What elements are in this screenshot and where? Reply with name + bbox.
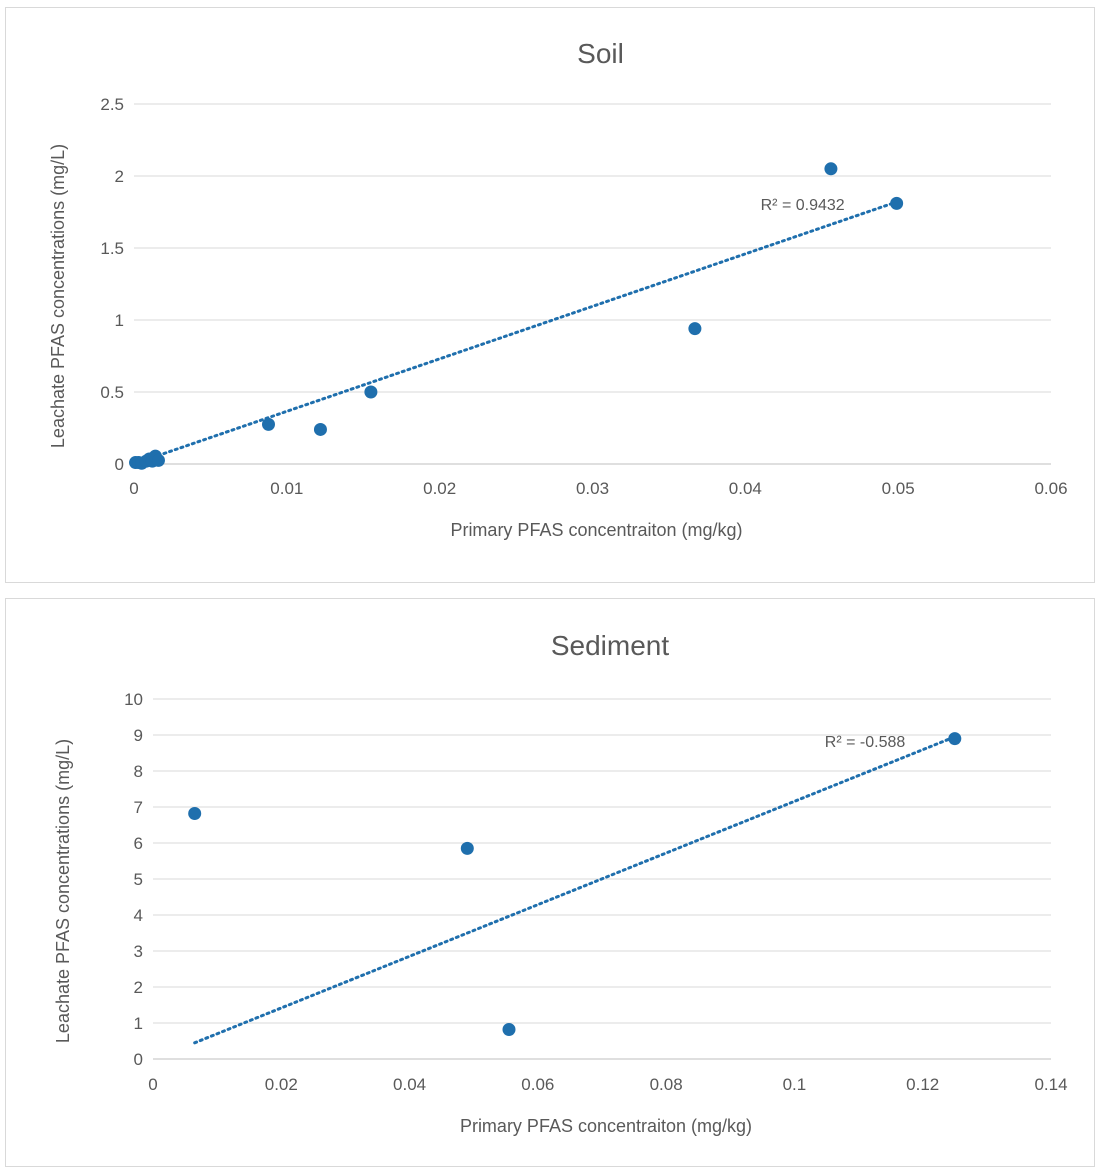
soil-data-point — [688, 322, 702, 336]
y-tick-label: 10 — [124, 690, 143, 709]
x-tick-label: 0.04 — [393, 1075, 426, 1094]
y-tick-label: 7 — [134, 798, 143, 817]
y-tick-label: 0 — [115, 455, 124, 474]
y-tick-label: 2 — [134, 978, 143, 997]
y-axis-title: Leachate PFAS concentrations (mg/L) — [53, 739, 73, 1043]
x-tick-label: 0.12 — [906, 1075, 939, 1094]
soil-data-point — [313, 422, 327, 436]
x-tick-label: 0.03 — [576, 479, 609, 498]
y-tick-label: 0 — [134, 1050, 143, 1069]
y-tick-label: 5 — [134, 870, 143, 889]
x-tick-label: 0.02 — [265, 1075, 298, 1094]
x-tick-label: 0.02 — [423, 479, 456, 498]
sediment-chart-panel: Sediment 0 1 2 3 4 5 6 7 8 9 10 0 0.02 0.04 0.06 0.08 0.1… — [5, 598, 1095, 1167]
soil-trendline — [134, 200, 899, 465]
y-tick-label: 1 — [134, 1014, 143, 1033]
sediment-data-point — [948, 732, 962, 746]
y-tick-label: 0.5 — [100, 383, 124, 402]
y-tick-label: 6 — [134, 834, 143, 853]
x-tick-label: 0.05 — [882, 479, 915, 498]
soil-data-point — [151, 453, 165, 467]
x-axis-title: Primary PFAS concentraiton (mg/kg) — [460, 1116, 752, 1136]
x-tick-label: 0.1 — [783, 1075, 807, 1094]
soil-chart-title: Soil — [577, 38, 624, 69]
sediment-r-squared-label: R² = -0.588 — [825, 734, 906, 751]
sediment-chart-title: Sediment — [551, 630, 670, 661]
sediment-data-point — [502, 1022, 516, 1036]
sediment-trendline — [193, 735, 957, 1045]
y-tick-label: 2 — [115, 167, 124, 186]
sediment-scatter-chart: Sediment 0 1 2 3 4 5 6 7 8 9 10 0 0.02 0.04 0.06 0.08 0.1… — [53, 630, 1068, 1136]
y-tick-label: 9 — [134, 726, 143, 745]
x-tick-label: 0.06 — [521, 1075, 554, 1094]
x-tick-label: 0.06 — [1034, 479, 1067, 498]
x-tick-label: 0.08 — [650, 1075, 683, 1094]
x-tick-label: 0.14 — [1034, 1075, 1067, 1094]
y-tick-label: 3 — [134, 942, 143, 961]
sediment-data-point — [460, 841, 474, 855]
y-tick-label: 2.5 — [100, 95, 124, 114]
x-tick-label: 0 — [129, 479, 138, 498]
y-tick-label: 4 — [134, 906, 143, 925]
x-tick-label: 0 — [148, 1075, 157, 1094]
soil-chart-panel: Soil 0 0.5 1 1.5 2 2.5 0 0.01 0.02 0.03 0.04 0.05 0.0… — [5, 7, 1095, 583]
y-tick-label: 8 — [134, 762, 143, 781]
soil-data-point — [261, 417, 275, 431]
soil-scatter-chart: Soil 0 0.5 1 1.5 2 2.5 0 0.01 0.02 0.03 0.04 0.05 0.0… — [48, 38, 1068, 540]
y-tick-label: 1.5 — [100, 239, 124, 258]
soil-r-squared-label: R² = 0.9432 — [761, 197, 845, 214]
x-axis-title: Primary PFAS concentraiton (mg/kg) — [450, 520, 742, 540]
x-tick-label: 0.01 — [270, 479, 303, 498]
sediment-data-point — [188, 806, 202, 820]
soil-data-point — [890, 196, 904, 210]
y-axis-title: Leachate PFAS concentrations (mg/L) — [48, 144, 68, 448]
soil-data-point — [364, 385, 378, 399]
x-tick-label: 0.04 — [729, 479, 762, 498]
y-tick-label: 1 — [115, 311, 124, 330]
soil-data-point — [824, 162, 838, 176]
